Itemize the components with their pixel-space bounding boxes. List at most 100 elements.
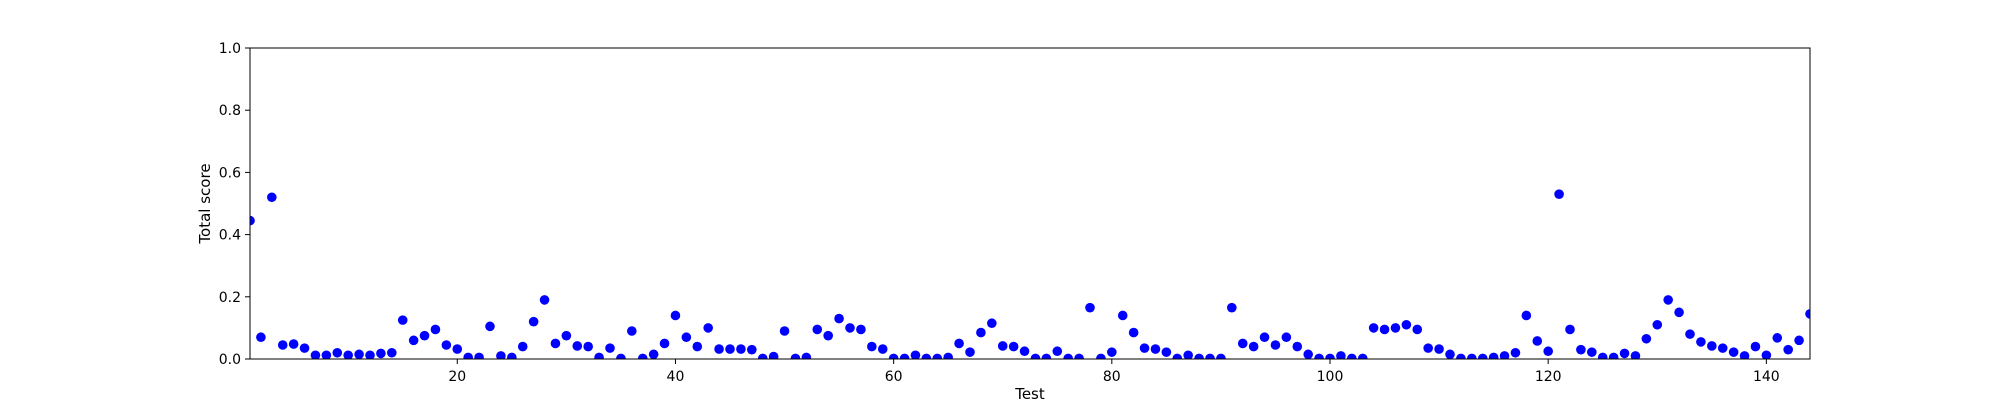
data-point bbox=[1172, 353, 1183, 359]
data-point bbox=[1237, 338, 1248, 349]
data-point bbox=[1183, 350, 1193, 359]
data-point bbox=[801, 352, 812, 359]
data-point bbox=[1652, 319, 1663, 330]
y-tick-label: 0.6 bbox=[219, 165, 241, 181]
data-point bbox=[1194, 353, 1204, 359]
data-point bbox=[496, 351, 506, 359]
data-point bbox=[376, 348, 386, 359]
data-point bbox=[1597, 352, 1608, 359]
data-point bbox=[1750, 341, 1761, 352]
data-point bbox=[572, 341, 583, 351]
data-point bbox=[1619, 348, 1630, 359]
data-point bbox=[1259, 332, 1270, 343]
data-point bbox=[1434, 344, 1444, 354]
data-point bbox=[250, 215, 255, 226]
data-point bbox=[867, 341, 877, 352]
y-tick-label: 0.2 bbox=[219, 290, 241, 306]
data-point bbox=[1772, 333, 1783, 343]
x-tick-label: 80 bbox=[1103, 369, 1121, 385]
data-point bbox=[627, 326, 637, 336]
data-point bbox=[343, 350, 353, 359]
data-point bbox=[1281, 332, 1292, 343]
data-point bbox=[1488, 352, 1499, 359]
data-point bbox=[605, 343, 615, 353]
data-point bbox=[1576, 344, 1586, 355]
data-point bbox=[1794, 335, 1804, 346]
data-point bbox=[1445, 349, 1455, 359]
data-point bbox=[812, 324, 823, 335]
x-axis-ticks: 20 40 60 80 100 120 140 bbox=[448, 359, 1780, 385]
data-point bbox=[1139, 343, 1150, 353]
data-point bbox=[528, 316, 539, 327]
data-point bbox=[823, 330, 833, 341]
data-point bbox=[856, 324, 866, 335]
data-point bbox=[616, 353, 626, 359]
data-point bbox=[277, 340, 288, 350]
data-point bbox=[877, 344, 888, 354]
data-point bbox=[332, 347, 343, 358]
data-point bbox=[419, 330, 430, 341]
data-point bbox=[1128, 327, 1139, 338]
data-point bbox=[965, 347, 975, 357]
data-point bbox=[681, 332, 692, 343]
data-point bbox=[1019, 346, 1030, 357]
data-point bbox=[485, 321, 495, 332]
data-point bbox=[561, 330, 572, 341]
data-point bbox=[637, 353, 648, 359]
data-point bbox=[1663, 295, 1673, 305]
data-point bbox=[1390, 323, 1401, 333]
data-point bbox=[1477, 353, 1488, 359]
data-point bbox=[1499, 351, 1510, 359]
x-axis-label: Test bbox=[1014, 385, 1045, 400]
data-point bbox=[1205, 353, 1215, 359]
data-point bbox=[648, 349, 659, 359]
data-point bbox=[1565, 324, 1575, 335]
data-point bbox=[1347, 353, 1357, 359]
data-point bbox=[1357, 353, 1368, 359]
data-point bbox=[1041, 353, 1052, 359]
data-point bbox=[1761, 350, 1772, 359]
data-point bbox=[703, 323, 713, 333]
data-point bbox=[1074, 353, 1084, 359]
data-point bbox=[1783, 344, 1793, 355]
data-point bbox=[1107, 347, 1117, 357]
data-point bbox=[1696, 337, 1706, 347]
data-point bbox=[1117, 310, 1128, 321]
data-point bbox=[779, 326, 790, 336]
data-point bbox=[659, 338, 670, 349]
data-point bbox=[757, 353, 768, 359]
x-tick-label: 40 bbox=[667, 369, 685, 385]
data-point bbox=[441, 340, 452, 350]
data-point bbox=[1216, 353, 1226, 359]
data-point bbox=[1303, 349, 1313, 359]
data-point bbox=[1368, 323, 1379, 333]
data-point bbox=[387, 347, 397, 358]
data-point bbox=[1314, 353, 1324, 359]
data-point bbox=[1052, 346, 1063, 357]
data-point bbox=[790, 353, 801, 359]
x-tick-label: 100 bbox=[1317, 369, 1344, 385]
data-point bbox=[954, 338, 964, 349]
data-point bbox=[670, 310, 681, 321]
data-point bbox=[452, 344, 463, 354]
data-point bbox=[1630, 351, 1641, 359]
data-point bbox=[736, 344, 746, 354]
data-point bbox=[1805, 309, 1810, 319]
data-point bbox=[1270, 340, 1281, 350]
data-point bbox=[921, 353, 932, 359]
data-point bbox=[987, 318, 997, 329]
data-point bbox=[365, 350, 375, 359]
data-point bbox=[1554, 189, 1564, 199]
data-point bbox=[550, 338, 561, 349]
data-points bbox=[250, 189, 1810, 359]
data-point bbox=[899, 353, 910, 359]
data-point bbox=[1532, 336, 1543, 346]
x-tick-label: 120 bbox=[1535, 369, 1562, 385]
x-tick-label: 20 bbox=[448, 369, 466, 385]
data-point bbox=[1401, 319, 1412, 330]
data-point bbox=[1336, 351, 1346, 359]
data-point bbox=[888, 353, 899, 359]
data-point bbox=[714, 344, 724, 354]
data-point bbox=[1728, 347, 1739, 357]
data-point bbox=[1543, 346, 1553, 357]
